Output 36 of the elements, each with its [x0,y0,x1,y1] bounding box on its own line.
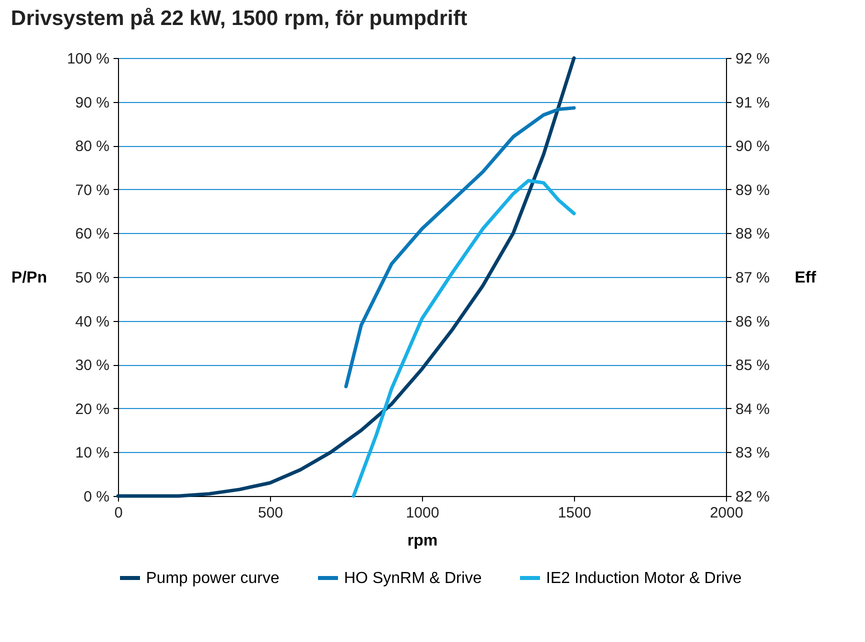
y2-tick-label: 89 % [736,182,770,199]
y2-tick-label: 91 % [736,94,770,112]
line-series [352,178,576,498]
y2-tick-label: 87 % [736,270,770,286]
x-tick-label: 0 [114,504,123,522]
y-tick-label: 100 % [66,50,110,68]
y-axis-title: P/Pn [11,270,47,286]
y-tick-label: 10 % [75,444,110,462]
y-tick-label: 20 % [75,400,110,418]
x-tick-label: 2000 [710,504,744,522]
legend-label: Pump power curve [146,570,280,587]
y2-tick-label: 84 % [736,400,770,418]
y2-tick-label: 82 % [736,488,770,506]
x-tick-label: 1000 [406,504,440,522]
legend-label: HO SynRM & Drive [344,570,482,587]
y2-tick-label: 88 % [736,226,770,243]
y2-tick-label: 92 % [736,50,770,68]
y-tick-label: 80 % [75,138,110,156]
y2-tick-label: 83 % [736,444,770,462]
y-tick-label: 50 % [75,270,110,286]
y-tick-label: 0 % [84,488,110,506]
y-tick-label: 70 % [75,182,110,199]
x-tick-label: 500 [258,504,284,522]
y2-axis-title: Eff [794,270,817,286]
y2-tick-label: 86 % [736,313,770,330]
y-tick-label: 90 % [75,94,110,112]
legend-label: IE2 Induction Motor & Drive [546,570,742,587]
y-tick-label: 30 % [75,357,110,374]
y-tick-label: 60 % [75,226,110,243]
x-axis-title: rpm [407,532,438,550]
y-tick-label: 40 % [75,313,110,330]
y2-tick-label: 90 % [736,138,770,156]
y2-tick-label: 85 % [736,357,770,374]
chart-title: Drivsystem på 22 kW, 1500 rpm, för pumpdrift [10,7,468,30]
x-tick-label: 1500 [558,504,592,522]
line-series [344,106,576,388]
